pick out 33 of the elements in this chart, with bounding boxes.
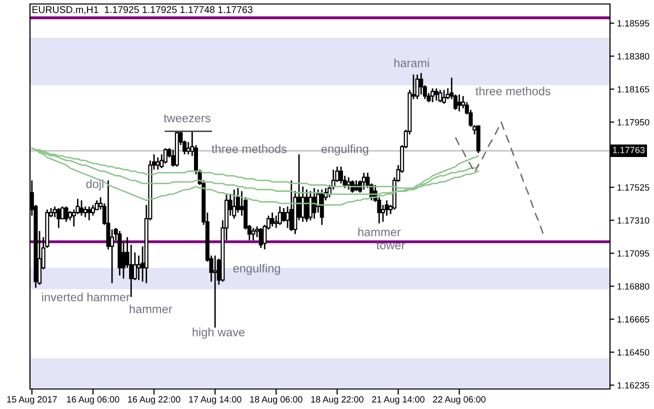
x-tick-label: 16 Aug 06:00 xyxy=(67,396,120,404)
x-tick-label: 16 Aug 22:00 xyxy=(128,396,180,404)
y-tick-label: 1.17525 xyxy=(618,184,650,191)
x-tick-label: 15 Aug 2017 xyxy=(7,396,57,404)
annotation: hammer xyxy=(358,228,401,236)
annotation: doji xyxy=(86,179,104,190)
y-tick-label: 1.16235 xyxy=(618,382,650,389)
annotation: engulfing xyxy=(321,144,368,156)
x-tick-label: 17 Aug 14:00 xyxy=(189,396,242,404)
x-tick-label: 21 Aug 14:00 xyxy=(372,396,424,404)
x-tick-label: 22 Aug 06:00 xyxy=(433,396,486,404)
y-tick-label: 1.17310 xyxy=(618,217,650,224)
annotation: three methods xyxy=(476,86,550,96)
y-tick-label: 1.16665 xyxy=(618,316,650,323)
y-tick-label: 1.18165 xyxy=(618,86,650,92)
ref-line-label: 1.17763 xyxy=(613,146,645,154)
annotation: inverted hammer xyxy=(42,292,130,302)
y-tick-label: 1.16450 xyxy=(618,349,650,356)
chart-title: EURUSD.m,H1 1.17925 1.17925 1.17748 1.17763 xyxy=(32,6,252,14)
annotation: engulfing xyxy=(233,264,280,275)
y-tick-label: 1.17095 xyxy=(618,250,650,257)
x-tick-label: 18 Aug 06:00 xyxy=(250,396,302,404)
annotation: tweezers xyxy=(164,114,210,122)
y-tick-label: 1.18380 xyxy=(618,53,650,60)
annotation: tower xyxy=(376,242,405,250)
annotation: harami xyxy=(394,58,429,68)
x-tick-label: 18 Aug 22:00 xyxy=(311,396,364,404)
y-tick-label: 1.18595 xyxy=(618,20,650,27)
annotation: hammer xyxy=(130,304,172,314)
y-tick-label: 1.17950 xyxy=(618,119,650,126)
annotation: three methods xyxy=(212,144,287,154)
y-tick-label: 1.16880 xyxy=(618,283,650,290)
annotation: high wave xyxy=(192,328,245,339)
